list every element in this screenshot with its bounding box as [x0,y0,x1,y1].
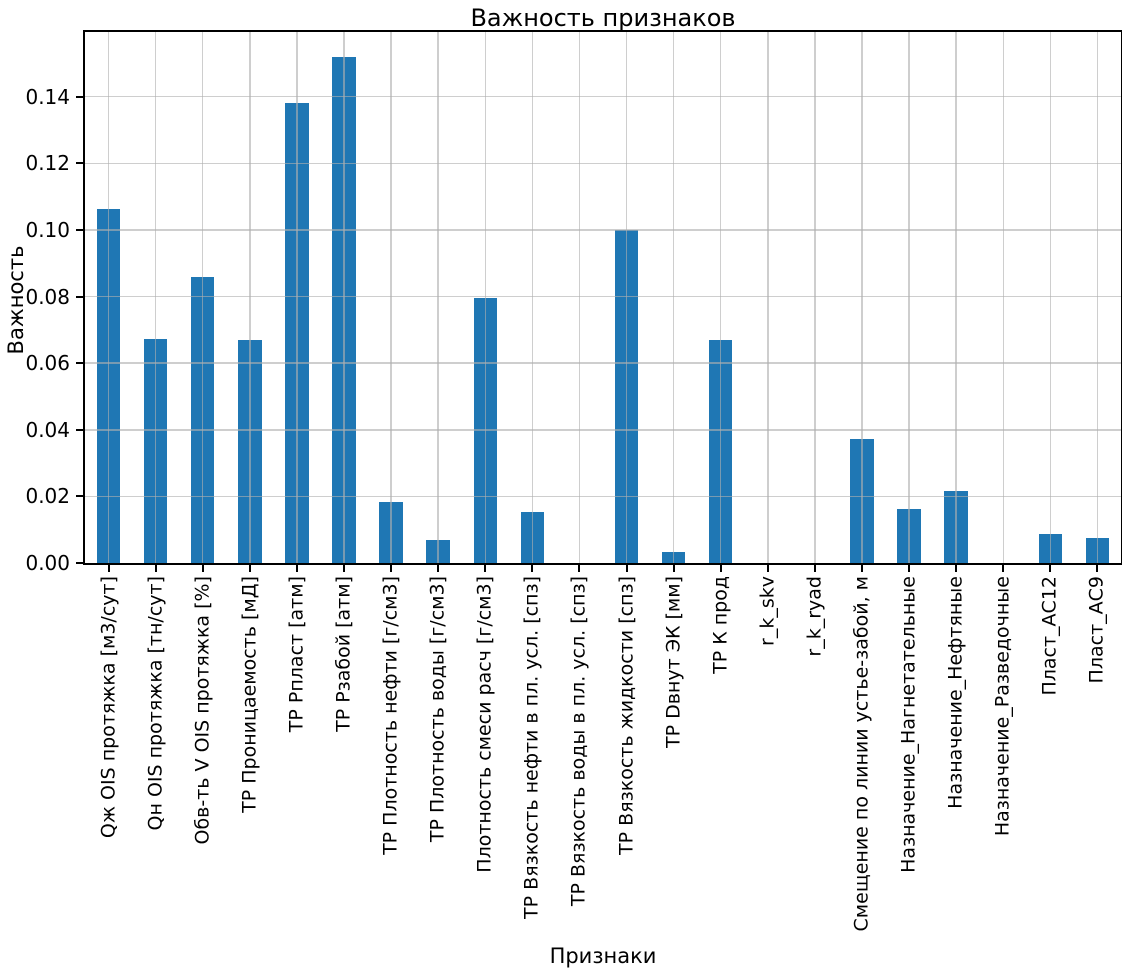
x-tick [248,565,251,572]
y-tick [76,562,83,564]
gridline-vertical [625,32,628,563]
x-tick [154,565,157,572]
gridline-vertical [390,32,392,563]
x-tick [766,565,769,572]
x-tick [107,565,110,572]
gridline-vertical [154,32,157,563]
y-tick-label: 0.12 [25,151,70,176]
gridline-vertical [719,32,722,563]
y-tick [76,295,83,298]
y-tick [76,362,83,365]
x-tick-label: Пласт_АС12 [1038,576,1061,696]
x-tick [672,565,675,572]
gridline-horizontal [85,95,1121,98]
x-tick-label: ТР Плотность воды [г/см3] [426,576,449,843]
x-tick [201,565,204,572]
gridline-vertical [578,32,581,563]
x-tick-label: Смещение по линии устье-забой, м [850,576,873,932]
gridline-vertical [296,32,298,563]
y-tick-label: 0.04 [25,417,70,442]
x-tick [1002,565,1005,572]
y-tick-label: 0.14 [25,84,70,109]
x-tick-label: Обв-ть V OIS протяжка [%] [191,576,214,845]
x-tick-label: ТР К прод [709,576,732,674]
x-tick-label: Назначение_Нефтяные [944,576,967,809]
gridline-vertical [531,32,534,563]
x-tick [578,565,581,572]
gridline-vertical [767,32,769,563]
x-tick-label: Назначение_Разведочные [991,576,1014,837]
y-tick [76,495,83,498]
x-tick [955,565,958,572]
y-tick [76,162,83,165]
x-tick [295,565,298,572]
x-tick [908,565,911,572]
x-tick-label: r_k_ryad [803,576,826,657]
gridline-horizontal [85,162,1121,164]
y-tick [76,428,83,431]
x-tick [531,565,534,572]
x-tick-label: ТР Dвнут ЭК [мм] [662,576,685,748]
x-tick-label: Плотность смеси расч [г/см3] [473,576,496,873]
gridline-vertical [343,32,345,563]
x-tick-label: ТР Рпласт [атм] [285,576,308,733]
chart-title: Важность признаков [470,4,736,32]
y-tick-label: 0.08 [25,284,70,309]
gridline-horizontal [85,429,1121,431]
x-tick-label: Назначение_Нагнетательные [897,576,920,873]
y-tick-label: 0.10 [25,217,70,242]
gridline-vertical [201,32,204,563]
gridline-vertical [1049,32,1052,563]
x-tick-label: ТР Вязкость жидкости [спз] [615,576,638,855]
gridline-vertical [1002,32,1005,563]
x-tick-label: r_k_skv [756,576,779,646]
plot-area [85,32,1121,563]
x-tick-label: ТР Проницаемость [мД] [238,576,261,813]
x-tick [861,565,863,572]
gridline-horizontal [85,295,1121,298]
y-tick-label: 0.02 [25,484,70,509]
gridline-vertical [437,32,439,563]
x-tick [437,565,440,572]
x-tick-label: ТР Вязкость воды в пл. усл. [спз] [567,576,590,907]
x-tick [719,565,722,572]
gridline-vertical [814,32,816,563]
x-tick [390,565,393,572]
x-tick [484,565,487,572]
x-tick-label: ТР Вязкость нефти в пл. усл. [спз] [520,576,543,919]
y-tick-label: 0.00 [25,551,70,575]
x-tick [1049,565,1052,572]
gridline-vertical [672,32,675,563]
gridline-horizontal [85,362,1121,364]
x-tick [813,565,816,572]
x-tick-label: ТР Плотность нефти [г/см3] [379,576,402,855]
x-tick-label: Qн OIS протяжка [тн/сут] [144,576,167,831]
gridline-vertical [1096,32,1099,563]
gridline-horizontal [85,229,1121,231]
x-tick [1096,565,1099,572]
gridline-vertical [107,32,110,563]
gridline-vertical [249,32,251,563]
x-tick [343,565,345,572]
gridline-vertical [908,32,910,563]
x-tick-label: Qж OIS протяжка [м3/сут] [97,576,120,839]
y-tick-label: 0.06 [25,351,70,376]
x-tick [625,565,628,572]
x-tick-label: Пласт_АС9 [1085,576,1108,684]
gridline-horizontal [85,495,1121,498]
y-tick [76,228,83,231]
x-tick-label: ТР Рзабой [атм] [332,576,355,732]
x-axis-label: Признаки [549,944,657,968]
gridline-vertical [861,32,863,563]
gridline-vertical [484,32,487,563]
y-tick [76,95,83,98]
gridline-vertical [955,32,957,563]
